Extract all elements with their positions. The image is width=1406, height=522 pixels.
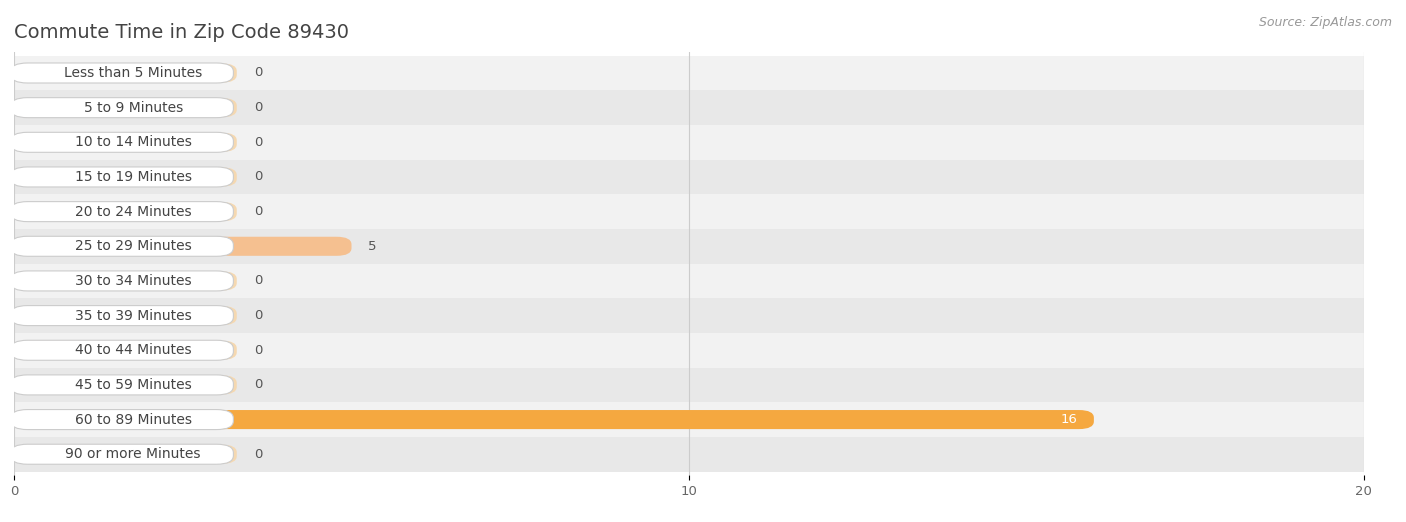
FancyBboxPatch shape	[14, 375, 236, 395]
Text: Source: ZipAtlas.com: Source: ZipAtlas.com	[1258, 16, 1392, 29]
FancyBboxPatch shape	[11, 98, 233, 117]
Text: 15 to 19 Minutes: 15 to 19 Minutes	[75, 170, 191, 184]
Text: 0: 0	[253, 448, 262, 461]
FancyBboxPatch shape	[11, 340, 233, 360]
Text: 0: 0	[253, 171, 262, 183]
FancyBboxPatch shape	[14, 194, 1364, 229]
Text: Commute Time in Zip Code 89430: Commute Time in Zip Code 89430	[14, 23, 349, 42]
FancyBboxPatch shape	[14, 133, 236, 152]
FancyBboxPatch shape	[14, 56, 1364, 90]
Text: 0: 0	[253, 205, 262, 218]
FancyBboxPatch shape	[14, 333, 1364, 367]
FancyBboxPatch shape	[14, 341, 236, 360]
Text: 5: 5	[368, 240, 377, 253]
FancyBboxPatch shape	[11, 444, 233, 464]
Text: 10 to 14 Minutes: 10 to 14 Minutes	[75, 135, 191, 149]
Text: 0: 0	[253, 136, 262, 149]
Text: 0: 0	[253, 378, 262, 392]
Text: 16: 16	[1060, 413, 1077, 426]
FancyBboxPatch shape	[14, 168, 236, 186]
Text: 30 to 34 Minutes: 30 to 34 Minutes	[75, 274, 191, 288]
FancyBboxPatch shape	[14, 367, 1364, 402]
FancyBboxPatch shape	[14, 271, 236, 290]
FancyBboxPatch shape	[11, 410, 233, 430]
Text: 0: 0	[253, 275, 262, 288]
FancyBboxPatch shape	[14, 306, 236, 325]
FancyBboxPatch shape	[14, 90, 1364, 125]
Text: 90 or more Minutes: 90 or more Minutes	[66, 447, 201, 461]
Text: 0: 0	[253, 101, 262, 114]
FancyBboxPatch shape	[14, 125, 1364, 160]
Text: 0: 0	[253, 309, 262, 322]
FancyBboxPatch shape	[14, 237, 352, 256]
FancyBboxPatch shape	[14, 445, 236, 464]
FancyBboxPatch shape	[11, 167, 233, 187]
FancyBboxPatch shape	[11, 201, 233, 222]
Text: 20 to 24 Minutes: 20 to 24 Minutes	[75, 205, 191, 219]
FancyBboxPatch shape	[14, 402, 1364, 437]
Text: 40 to 44 Minutes: 40 to 44 Minutes	[75, 343, 191, 357]
Text: 25 to 29 Minutes: 25 to 29 Minutes	[75, 239, 191, 253]
Text: Less than 5 Minutes: Less than 5 Minutes	[65, 66, 202, 80]
FancyBboxPatch shape	[11, 132, 233, 152]
Text: 0: 0	[253, 344, 262, 357]
Text: 0: 0	[253, 66, 262, 79]
Text: 60 to 89 Minutes: 60 to 89 Minutes	[75, 412, 191, 426]
FancyBboxPatch shape	[14, 229, 1364, 264]
Text: 45 to 59 Minutes: 45 to 59 Minutes	[75, 378, 191, 392]
FancyBboxPatch shape	[14, 410, 1094, 429]
FancyBboxPatch shape	[14, 202, 236, 221]
Text: 35 to 39 Minutes: 35 to 39 Minutes	[75, 309, 191, 323]
FancyBboxPatch shape	[14, 160, 1364, 194]
FancyBboxPatch shape	[11, 236, 233, 256]
FancyBboxPatch shape	[11, 271, 233, 291]
FancyBboxPatch shape	[14, 298, 1364, 333]
Text: 5 to 9 Minutes: 5 to 9 Minutes	[83, 101, 183, 115]
FancyBboxPatch shape	[11, 375, 233, 395]
FancyBboxPatch shape	[14, 437, 1364, 471]
FancyBboxPatch shape	[11, 305, 233, 326]
FancyBboxPatch shape	[14, 264, 1364, 298]
FancyBboxPatch shape	[14, 64, 236, 82]
FancyBboxPatch shape	[14, 98, 236, 117]
FancyBboxPatch shape	[11, 63, 233, 83]
